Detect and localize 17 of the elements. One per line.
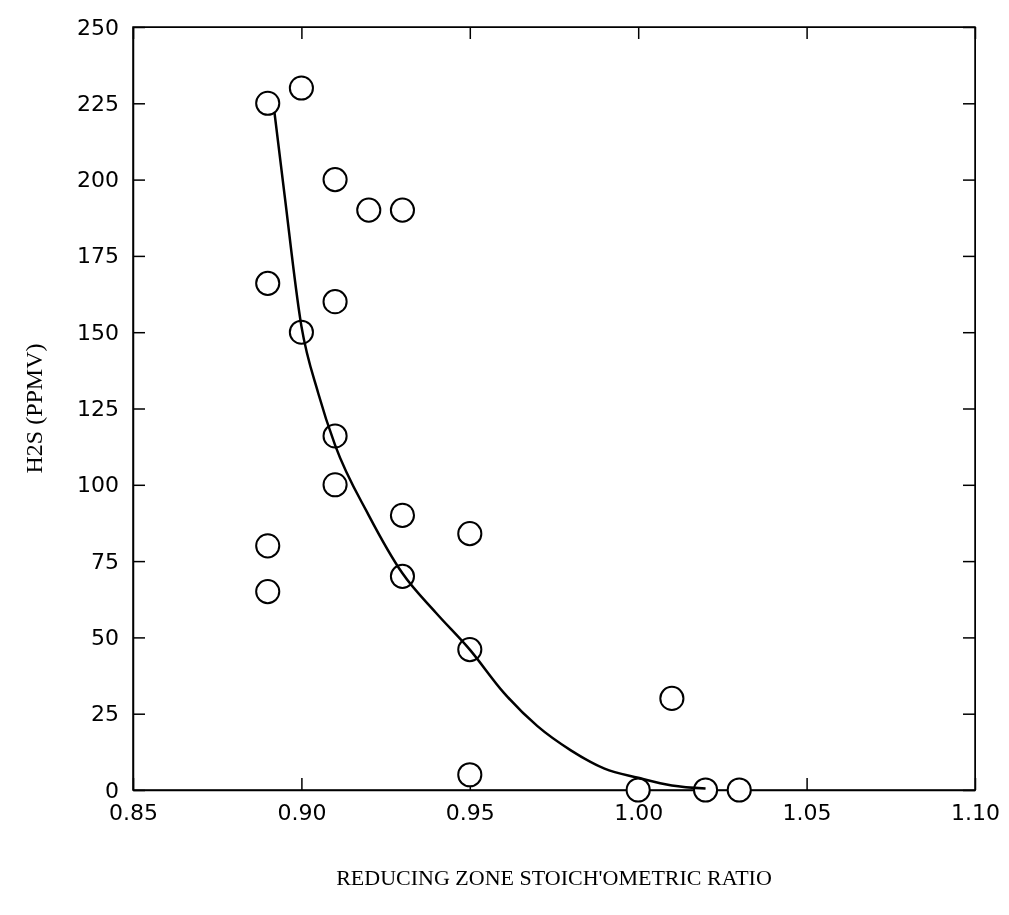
- x-tick-label: 1.00: [614, 799, 664, 825]
- y-tick-label: 250: [77, 14, 119, 40]
- y-tick-label: 100: [77, 472, 119, 498]
- y-tick-label: 225: [77, 90, 119, 116]
- x-axis-title: REDUCING ZONE STOICH'OMETRIC RATIO: [336, 865, 772, 890]
- y-tick-label: 175: [77, 243, 119, 269]
- y-tick-label: 50: [91, 624, 119, 650]
- x-tick-label: 1.05: [782, 799, 832, 825]
- x-tick-label: 1.10: [951, 799, 1000, 825]
- y-axis-title: H2S (PPMV): [21, 343, 47, 474]
- x-tick-label: 0.90: [277, 799, 327, 825]
- y-tick-label: 200: [77, 167, 119, 193]
- x-tick-label: 0.95: [445, 799, 495, 825]
- y-tick-label: 75: [91, 548, 119, 574]
- y-tick-label: 150: [77, 319, 119, 345]
- y-tick-label: 125: [77, 396, 119, 422]
- y-tick-label: 25: [91, 701, 119, 727]
